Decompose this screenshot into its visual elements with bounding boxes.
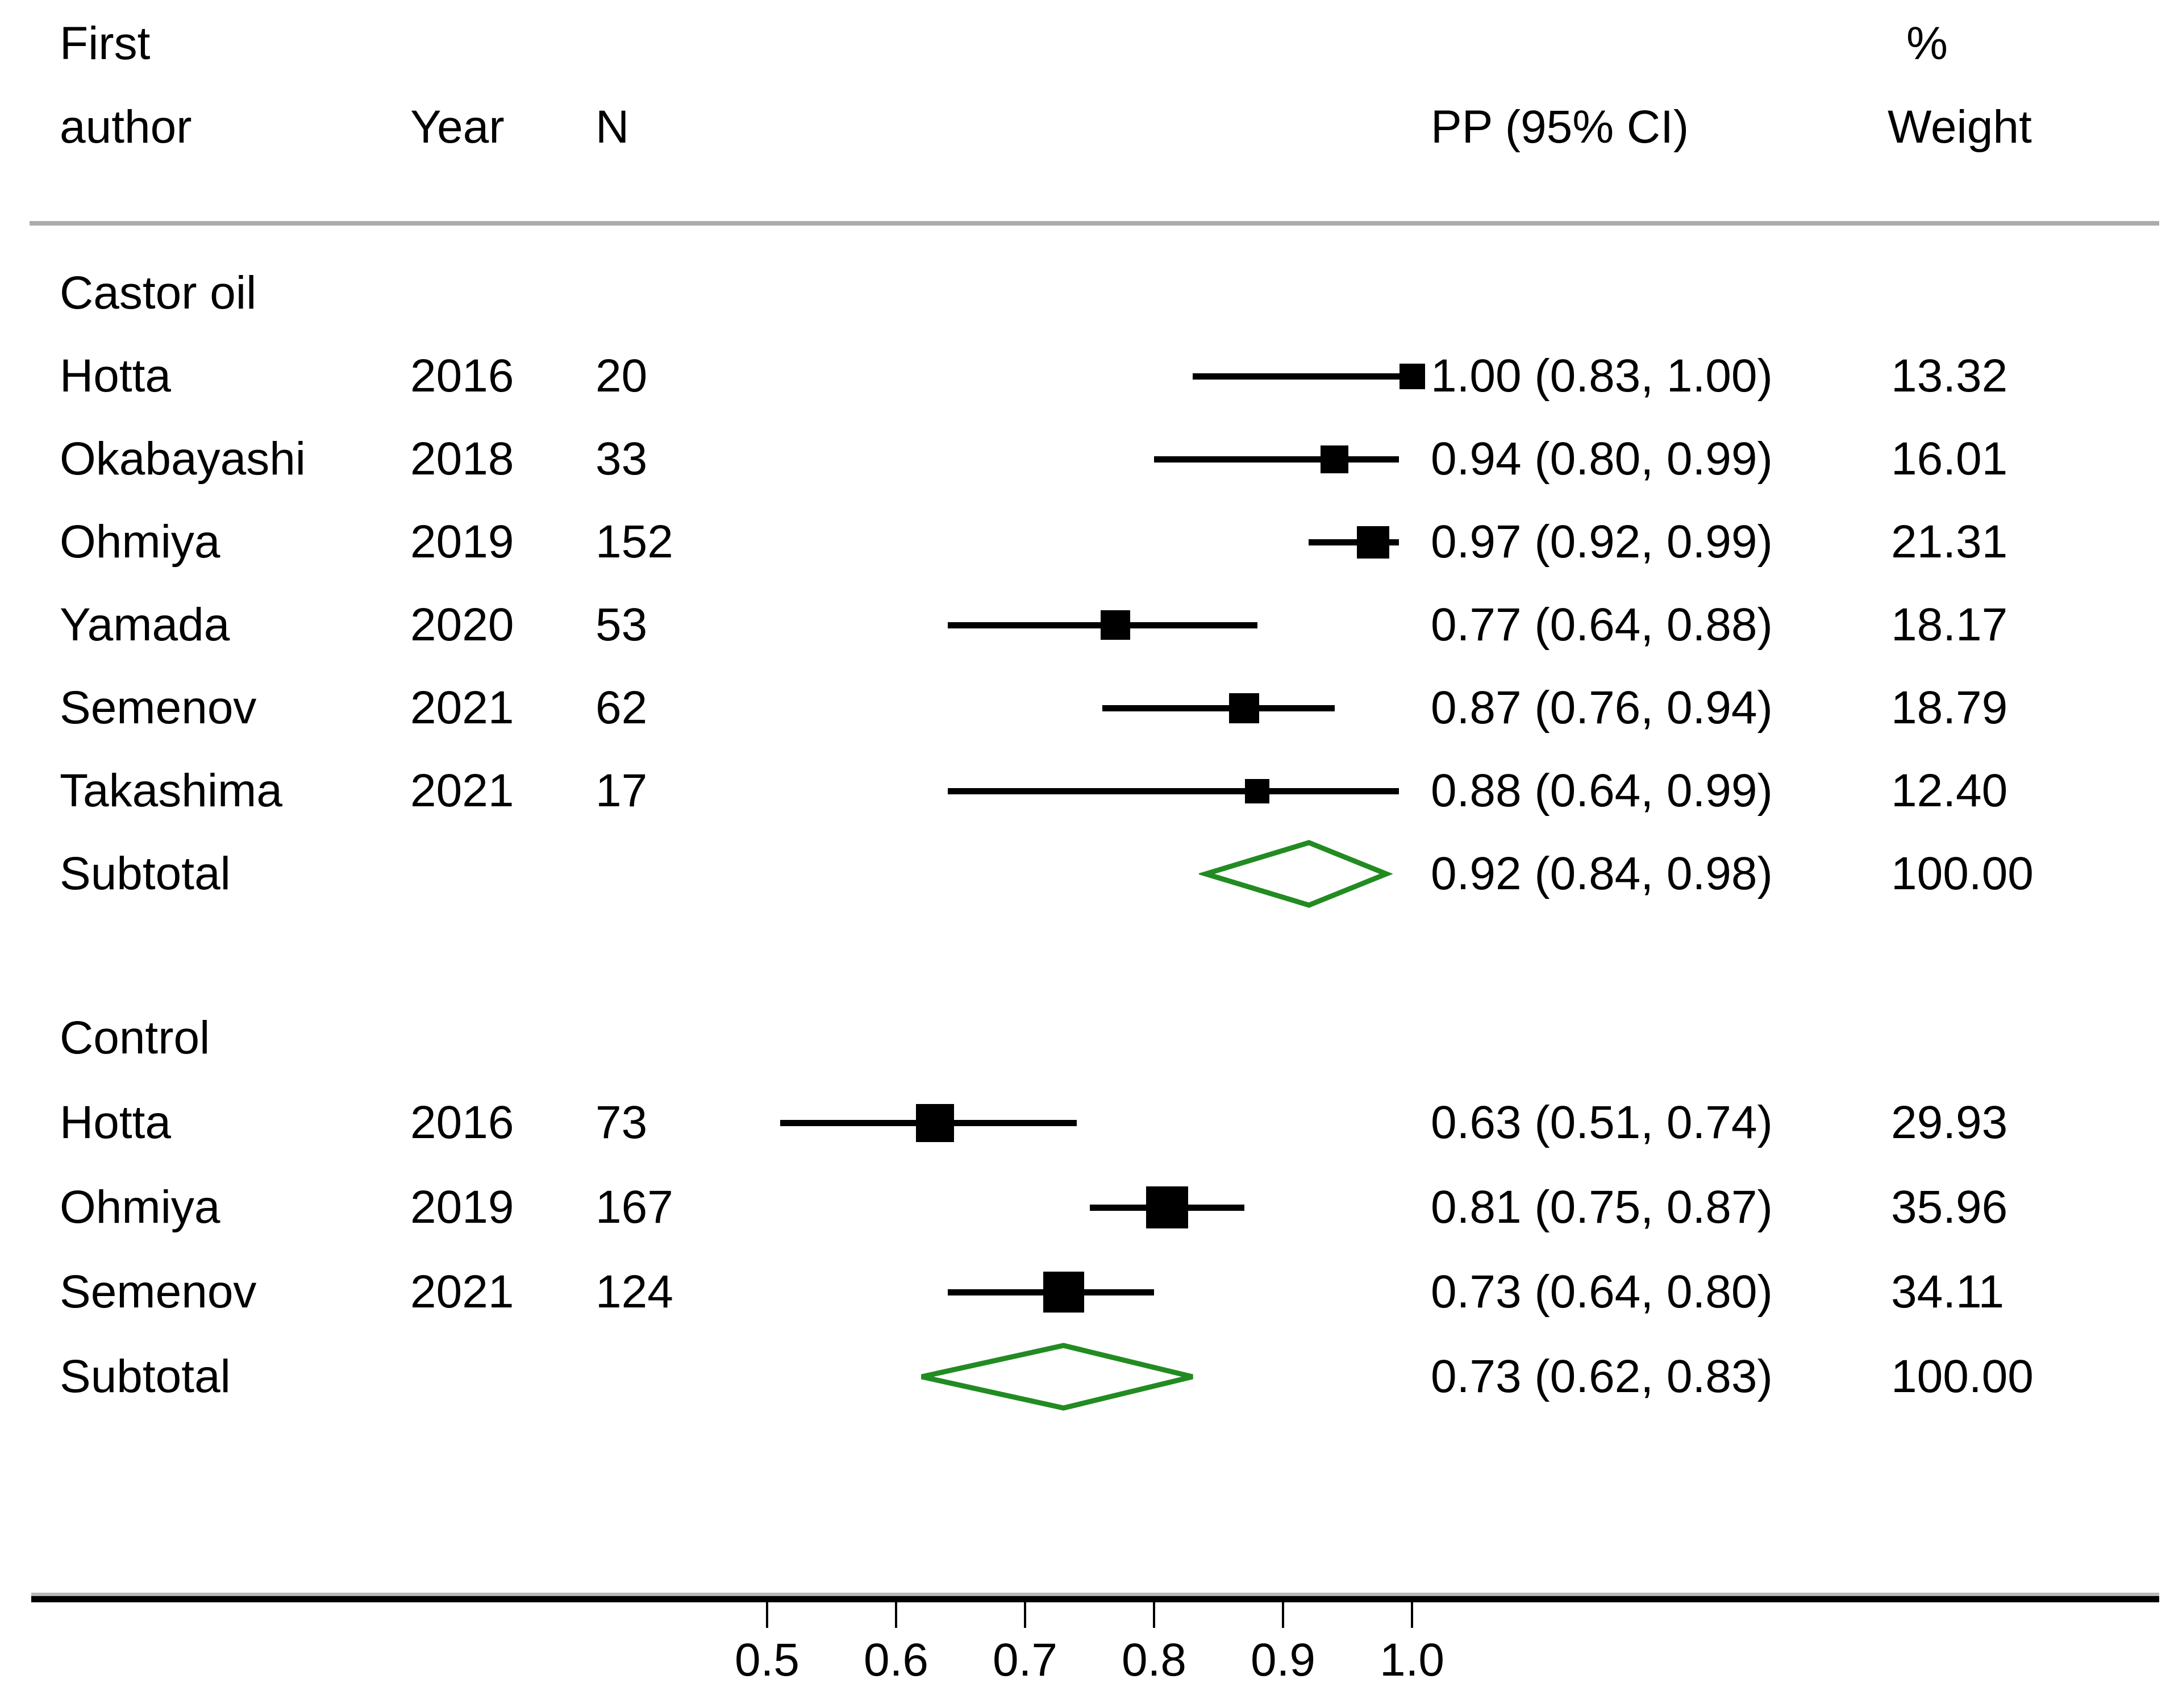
- subtotal-diamond-shape: [921, 1343, 1194, 1411]
- study-year: 2018: [410, 433, 514, 485]
- header-first-line1: First: [60, 18, 151, 69]
- study-weight: 16.01: [1891, 433, 2008, 485]
- x-axis-tick: [1153, 1602, 1155, 1628]
- subtotal-pp-ci: 0.92 (0.84, 0.98): [1431, 848, 1773, 899]
- x-axis-tick: [895, 1602, 897, 1628]
- header-weight: Weight: [1888, 101, 2032, 153]
- ci-line: [1154, 456, 1400, 463]
- study-weight: 18.79: [1891, 682, 2008, 734]
- subtotal-diamond: [1198, 840, 1393, 908]
- x-axis-tick: [1024, 1602, 1026, 1628]
- study-year: 2016: [410, 350, 514, 402]
- study-n: 17: [595, 765, 648, 816]
- group-label: Castor oil: [60, 267, 257, 319]
- point-estimate-square: [1245, 778, 1270, 803]
- x-axis-tick: [1282, 1602, 1284, 1628]
- study-year: 2016: [410, 1097, 514, 1148]
- x-axis-shadow: [31, 1593, 2159, 1596]
- study-author: Hotta: [60, 1097, 171, 1148]
- point-estimate-square: [1357, 526, 1390, 559]
- x-axis-tick-label: 0.9: [1251, 1634, 1315, 1686]
- study-pp-ci: 0.81 (0.75, 0.87): [1431, 1181, 1773, 1233]
- study-n: 167: [595, 1181, 673, 1233]
- study-weight: 18.17: [1891, 599, 2008, 651]
- study-pp-ci: 0.87 (0.76, 0.94): [1431, 682, 1773, 734]
- point-estimate-square: [1043, 1272, 1085, 1313]
- point-estimate-square: [1399, 363, 1425, 389]
- subtotal-label: Subtotal: [60, 1351, 231, 1402]
- ci-line: [1193, 373, 1412, 380]
- x-axis-tick-label: 1.0: [1380, 1634, 1444, 1686]
- header-year: Year: [410, 101, 505, 153]
- x-axis-line: [31, 1596, 2159, 1602]
- study-author: Takashima: [60, 765, 282, 816]
- study-year: 2020: [410, 599, 514, 651]
- header-percent: %: [1906, 18, 1948, 69]
- study-weight: 35.96: [1891, 1181, 2008, 1233]
- study-pp-ci: 0.88 (0.64, 0.99): [1431, 765, 1773, 816]
- study-weight: 21.31: [1891, 516, 2008, 568]
- group-label: Control: [60, 1012, 210, 1064]
- subtotal-pp-ci: 0.73 (0.62, 0.83): [1431, 1351, 1773, 1402]
- study-author: Hotta: [60, 350, 171, 402]
- study-n: 124: [595, 1266, 673, 1318]
- study-author: Ohmiya: [60, 516, 220, 568]
- study-n: 62: [595, 682, 648, 734]
- study-weight: 29.93: [1891, 1097, 2008, 1148]
- study-author: Ohmiya: [60, 1181, 220, 1233]
- point-estimate-square: [1229, 693, 1260, 723]
- x-axis-tick-label: 0.7: [993, 1634, 1057, 1686]
- study-weight: 34.11: [1891, 1266, 2005, 1318]
- point-estimate-square: [1100, 610, 1130, 640]
- header-author-line2: author: [60, 101, 192, 153]
- study-author: Semenov: [60, 682, 257, 734]
- study-pp-ci: 1.00 (0.83, 1.00): [1431, 350, 1773, 402]
- subtotal-diamond-shape: [1198, 840, 1393, 908]
- study-author: Yamada: [60, 599, 230, 651]
- ci-line: [1102, 705, 1335, 711]
- ci-line: [1309, 539, 1400, 545]
- study-pp-ci: 0.97 (0.92, 0.99): [1431, 516, 1773, 568]
- study-author: Okabayashi: [60, 433, 306, 485]
- point-estimate-square: [1321, 445, 1349, 473]
- subtotal-label: Subtotal: [60, 848, 231, 899]
- study-year: 2019: [410, 516, 514, 568]
- study-author: Semenov: [60, 1266, 257, 1318]
- study-year: 2021: [410, 1266, 514, 1318]
- header-pp-ci: PP (95% CI): [1431, 101, 1689, 153]
- x-axis-tick: [1411, 1602, 1413, 1628]
- ci-line: [947, 788, 1400, 794]
- study-pp-ci: 0.94 (0.80, 0.99): [1431, 433, 1773, 485]
- study-n: 53: [595, 599, 648, 651]
- study-n: 33: [595, 433, 648, 485]
- study-year: 2021: [410, 765, 514, 816]
- x-axis-tick: [766, 1602, 768, 1628]
- x-axis-tick-label: 0.8: [1122, 1634, 1186, 1686]
- study-pp-ci: 0.77 (0.64, 0.88): [1431, 599, 1773, 651]
- subtotal-diamond: [921, 1343, 1194, 1411]
- x-axis-tick-label: 0.5: [735, 1634, 799, 1686]
- subtotal-weight: 100.00: [1891, 1351, 2034, 1402]
- study-year: 2021: [410, 682, 514, 734]
- subtotal-weight: 100.00: [1891, 848, 2034, 899]
- study-weight: 13.32: [1891, 350, 2008, 402]
- study-pp-ci: 0.73 (0.64, 0.80): [1431, 1266, 1773, 1318]
- study-n: 152: [595, 516, 673, 568]
- study-year: 2019: [410, 1181, 514, 1233]
- point-estimate-square: [915, 1103, 954, 1142]
- study-pp-ci: 0.63 (0.51, 0.74): [1431, 1097, 1773, 1148]
- x-axis-tick-label: 0.6: [864, 1634, 928, 1686]
- header-separator-rule: [30, 221, 2159, 226]
- study-n: 20: [595, 350, 648, 402]
- study-n: 73: [595, 1097, 648, 1148]
- header-n: N: [595, 101, 630, 153]
- study-weight: 12.40: [1891, 765, 2008, 816]
- point-estimate-square: [1146, 1186, 1188, 1228]
